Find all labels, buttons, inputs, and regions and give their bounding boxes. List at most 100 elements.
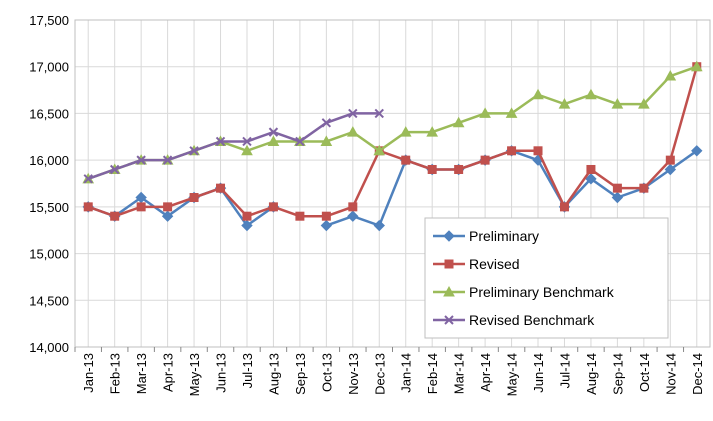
point xyxy=(268,127,279,137)
legend-label: Preliminary Benchmark xyxy=(469,284,615,300)
point xyxy=(374,108,384,119)
x-tick-label: Mar-13 xyxy=(134,353,149,394)
point xyxy=(586,164,596,174)
point xyxy=(585,88,597,100)
point xyxy=(639,183,649,193)
point xyxy=(216,183,226,193)
point xyxy=(665,155,675,165)
point xyxy=(110,211,120,221)
point xyxy=(162,155,173,165)
legend-marker xyxy=(444,315,454,325)
point xyxy=(611,98,624,109)
point xyxy=(505,107,518,118)
point xyxy=(295,136,305,147)
x-tick-label: May-14 xyxy=(505,353,520,396)
y-tick-label: 14,000 xyxy=(29,340,69,355)
point xyxy=(321,211,331,221)
point xyxy=(346,126,359,137)
x-tick-label: Nov-13 xyxy=(346,353,361,395)
x-tick-label: Sep-13 xyxy=(293,353,308,395)
point xyxy=(321,118,332,128)
point xyxy=(83,174,93,184)
x-tick-label: Jul-13 xyxy=(240,353,255,388)
y-tick-label: 16,000 xyxy=(29,153,69,168)
x-tick-label: Jun-13 xyxy=(214,353,229,393)
legend-label: Revised Benchmark xyxy=(469,312,595,328)
point xyxy=(242,211,252,221)
x-tick-label: Dec-13 xyxy=(372,353,387,395)
point xyxy=(242,136,252,147)
point xyxy=(268,202,278,212)
point xyxy=(320,135,333,146)
point xyxy=(189,146,199,156)
point xyxy=(136,155,146,165)
point xyxy=(348,202,358,212)
x-tick-label: Mar-14 xyxy=(452,353,467,394)
x-tick-label: Dec-14 xyxy=(690,353,705,395)
point xyxy=(585,173,597,185)
point xyxy=(454,164,464,174)
x-tick-label: Apr-13 xyxy=(161,353,176,392)
series-line xyxy=(87,65,698,181)
x-tick-label: Jan-14 xyxy=(399,353,414,393)
point xyxy=(427,164,437,174)
point xyxy=(241,144,253,156)
point xyxy=(559,202,569,212)
point xyxy=(348,108,358,119)
point xyxy=(533,146,543,156)
point xyxy=(83,202,93,212)
point xyxy=(241,219,253,232)
point xyxy=(320,219,333,232)
y-tick-label: 14,500 xyxy=(29,293,69,308)
x-tick-label: Aug-14 xyxy=(584,353,599,395)
series-line xyxy=(87,112,380,181)
x-tick-label: Sep-14 xyxy=(610,353,625,395)
x-tick-label: Jul-14 xyxy=(557,353,572,388)
legend-marker xyxy=(444,259,454,269)
point xyxy=(189,193,199,203)
x-tick-label: Aug-13 xyxy=(266,353,281,395)
point xyxy=(479,107,491,118)
point xyxy=(691,145,703,157)
point xyxy=(373,219,385,232)
point xyxy=(532,88,544,100)
point xyxy=(664,163,677,176)
y-tick-label: 15,500 xyxy=(29,200,69,215)
x-tick-label: Feb-13 xyxy=(108,353,123,394)
legend-label: Preliminary xyxy=(469,228,539,244)
point xyxy=(664,70,677,81)
point xyxy=(163,202,173,212)
legend-box xyxy=(424,217,669,339)
point xyxy=(612,183,622,193)
point xyxy=(480,155,490,165)
x-tick-label: Feb-14 xyxy=(425,353,440,394)
legend-marker xyxy=(443,285,455,297)
x-tick-label: Oct-14 xyxy=(637,353,652,392)
point xyxy=(161,210,174,222)
point xyxy=(399,126,412,137)
point xyxy=(690,60,703,72)
x-tick-label: Apr-14 xyxy=(478,353,493,392)
point xyxy=(611,191,624,204)
point xyxy=(109,164,120,175)
legend-label: Revised xyxy=(469,256,520,272)
point xyxy=(401,155,411,165)
y-tick-label: 17,500 xyxy=(29,13,69,28)
point xyxy=(295,211,305,221)
point xyxy=(558,98,571,109)
x-tick-label: Oct-13 xyxy=(319,353,334,392)
x-tick-label: Jan-13 xyxy=(81,353,96,393)
y-tick-label: 15,000 xyxy=(29,247,69,262)
y-tick-label: 17,000 xyxy=(29,60,69,75)
point xyxy=(267,135,280,146)
point xyxy=(507,146,517,156)
point xyxy=(426,126,439,137)
point xyxy=(136,202,146,212)
point xyxy=(347,210,359,222)
x-tick-label: Nov-14 xyxy=(663,353,678,395)
x-tick-label: May-13 xyxy=(187,353,202,396)
point xyxy=(215,136,226,147)
x-tick-label: Jun-14 xyxy=(531,353,546,393)
y-tick-label: 16,500 xyxy=(29,106,69,121)
